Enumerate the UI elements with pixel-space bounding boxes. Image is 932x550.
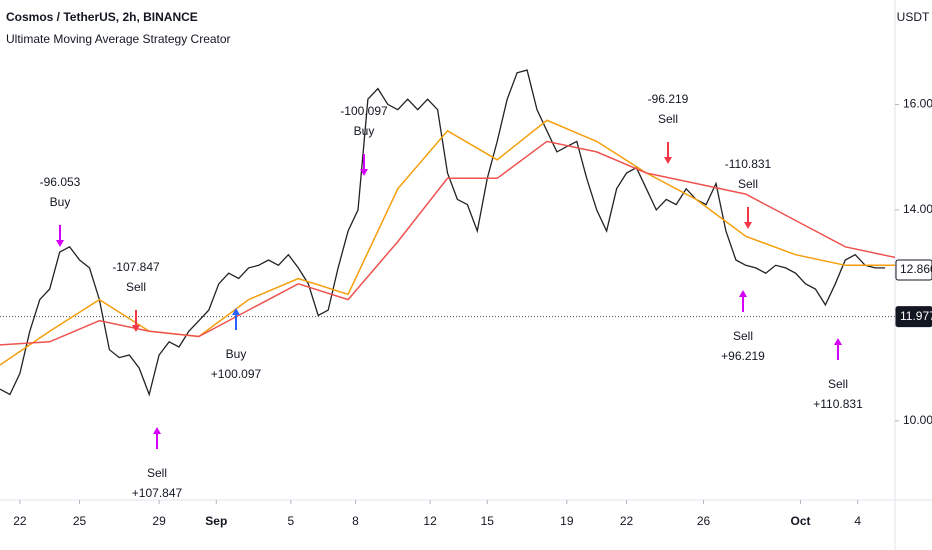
- annotation-text: Sell: [733, 329, 753, 343]
- chart-title: Cosmos / TetherUS, 2h, BINANCE: [6, 10, 198, 24]
- annotation-text: Buy: [50, 195, 71, 209]
- signal-arrow-head: [153, 427, 161, 434]
- y-tick-label: 16.000: [903, 97, 932, 111]
- y-tick-label: 10.000: [903, 413, 932, 427]
- x-tick-label: 22: [13, 514, 27, 528]
- signal-arrow-head: [132, 325, 140, 332]
- signal-arrow-head: [360, 169, 368, 176]
- annotation-text: +107.847: [132, 486, 183, 500]
- x-tick-label: 8: [352, 514, 359, 528]
- x-tick-label: 29: [152, 514, 166, 528]
- annotation-text: Buy: [226, 347, 247, 361]
- annotation-text: -107.847: [112, 260, 160, 274]
- signal-arrow-head: [232, 308, 240, 315]
- y-axis-label: USDT: [897, 10, 930, 24]
- annotation-text: -100.097: [340, 104, 388, 118]
- annotation-text: Sell: [828, 377, 848, 391]
- price-tag-label: 11.977: [900, 309, 932, 323]
- signal-arrow-head: [744, 222, 752, 229]
- signal-arrow-head: [834, 338, 842, 345]
- price-tag: [895, 259, 932, 281]
- annotation-text: Buy: [354, 124, 375, 138]
- x-tick-label: 22: [620, 514, 634, 528]
- annotation-text: Sell: [738, 177, 758, 191]
- annotation-text: -96.219: [648, 92, 689, 106]
- x-tick-label: 26: [697, 514, 711, 528]
- series-line: [0, 140, 896, 346]
- price-tag-label: 12.860: [900, 262, 932, 276]
- price-tag: [895, 306, 932, 328]
- signal-arrow-head: [56, 240, 64, 247]
- annotation-text: +96.219: [721, 349, 765, 363]
- annotation-text: Sell: [658, 112, 678, 126]
- annotation-text: -96.053: [40, 175, 81, 189]
- x-tick-label: Sep: [205, 514, 227, 528]
- x-tick-label: Oct: [791, 514, 811, 528]
- series-line: [0, 69, 886, 397]
- signal-arrow-head: [739, 290, 747, 297]
- chart-subtitle: Ultimate Moving Average Strategy Creator: [6, 32, 231, 46]
- annotation-text: -110.831: [725, 157, 772, 171]
- x-tick-label: 12: [423, 514, 437, 528]
- x-tick-label: 15: [481, 514, 495, 528]
- annotation-text: +100.097: [211, 367, 262, 381]
- y-tick-label: 14.000: [903, 202, 932, 216]
- annotation-text: +110.831: [813, 397, 863, 411]
- x-tick-label: 25: [73, 514, 87, 528]
- x-tick-label: 5: [288, 514, 295, 528]
- annotation-text: Sell: [126, 280, 146, 294]
- x-tick-label: 19: [560, 514, 574, 528]
- x-tick-label: 4: [854, 514, 861, 528]
- annotation-text: Sell: [147, 466, 167, 480]
- signal-arrow-head: [664, 157, 672, 164]
